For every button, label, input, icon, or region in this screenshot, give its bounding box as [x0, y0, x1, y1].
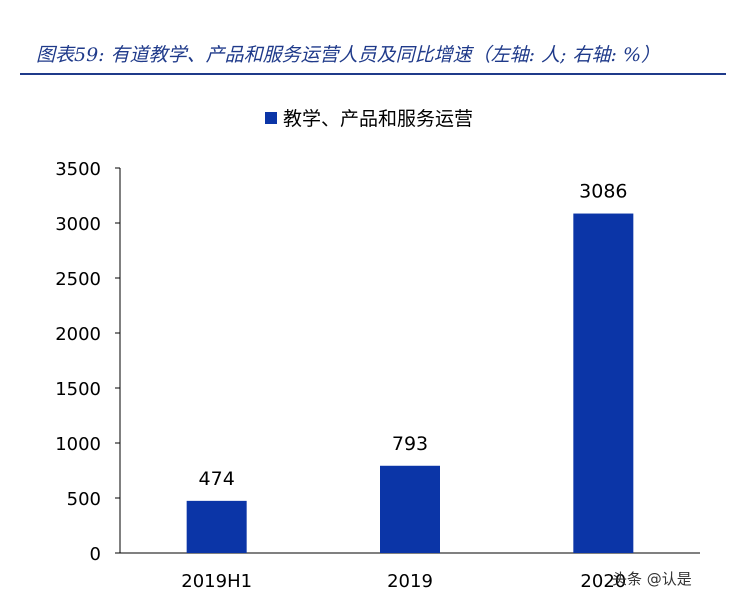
y-tick-label: 0 — [90, 544, 101, 565]
y-tick-label: 1000 — [55, 434, 101, 455]
bar-2020 — [573, 213, 634, 554]
data-label: 474 — [199, 468, 235, 490]
bar-2019 — [380, 465, 440, 553]
bars: 474 793 3086 — [186, 181, 634, 554]
y-tick-label: 2500 — [55, 269, 101, 290]
figure-title: 图表59: 有道教学、产品和服务运营人员及同比增速（左轴: 人; 右轴: %） — [36, 44, 660, 66]
bar-2019H1 — [186, 500, 247, 553]
y-tick-label: 3500 — [55, 159, 101, 180]
data-label: 3086 — [579, 181, 627, 203]
title-rule — [20, 73, 726, 75]
data-label: 793 — [392, 433, 428, 455]
legend-label: 教学、产品和服务运营 — [283, 108, 473, 130]
y-tick-label: 1500 — [55, 379, 101, 400]
x-tick-label: 2020 — [580, 571, 626, 592]
legend: 教学、产品和服务运营 — [265, 108, 473, 130]
y-axis: 0 500 1000 1500 2000 2500 3000 3500 — [55, 159, 121, 565]
y-tick-label: 2000 — [55, 324, 101, 345]
x-tick-label: 2019H1 — [181, 571, 252, 592]
watermark-text: 头条 @认是 — [612, 570, 692, 588]
legend-swatch — [265, 112, 277, 124]
y-tick-label: 500 — [67, 489, 101, 510]
y-tick-label: 3000 — [55, 214, 101, 235]
x-tick-label: 2019 — [387, 571, 433, 592]
